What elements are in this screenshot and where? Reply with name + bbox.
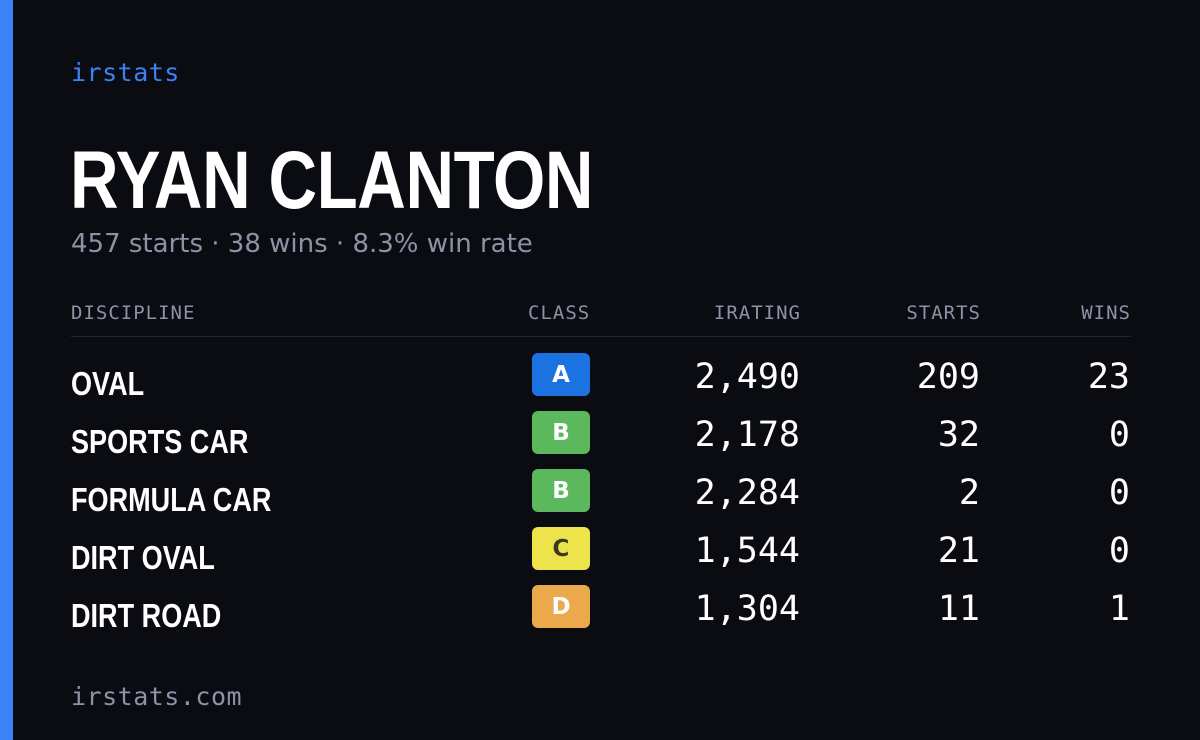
starts-value: 11 <box>937 589 980 629</box>
starts-value: 2 <box>958 473 980 513</box>
class-badge: A <box>532 353 590 396</box>
wins-value: 0 <box>1108 415 1130 455</box>
discipline-label: FORMULA CAR <box>71 481 272 518</box>
driver-name: RYAN CLANTON <box>70 135 594 226</box>
driver-summary: 457 starts · 38 wins · 8.3% win rate <box>71 229 533 259</box>
irating-value: 1,544 <box>694 531 800 571</box>
irating-value: 2,490 <box>694 357 800 397</box>
wins-value: 1 <box>1108 589 1130 629</box>
footer-domain[interactable]: irstats.com <box>71 682 243 711</box>
header-wins: WINS <box>1081 302 1131 324</box>
wins-value: 23 <box>1087 357 1130 397</box>
irating-value: 2,178 <box>694 415 800 455</box>
table-row: OVAL A 2,490 209 23 <box>71 353 1131 411</box>
wins-value: 0 <box>1108 531 1130 571</box>
discipline-label: OVAL <box>71 365 145 402</box>
discipline-label: SPORTS CAR <box>71 423 249 460</box>
starts-value: 209 <box>916 357 980 397</box>
stats-table: DISCIPLINE CLASS IRATING STARTS WINS OVA… <box>71 298 1131 643</box>
starts-value: 21 <box>937 531 980 571</box>
table-row: FORMULA CAR B 2,284 2 0 <box>71 469 1131 527</box>
class-badge: D <box>532 585 590 628</box>
class-badge: B <box>532 411 590 454</box>
table-header: DISCIPLINE CLASS IRATING STARTS WINS <box>71 298 1131 337</box>
table-row: SPORTS CAR B 2,178 32 0 <box>71 411 1131 469</box>
header-discipline: DISCIPLINE <box>71 302 196 324</box>
header-irating: IRATING <box>713 302 801 324</box>
table-row: DIRT ROAD D 1,304 11 1 <box>71 585 1131 643</box>
wins-value: 0 <box>1108 473 1130 513</box>
header-class: CLASS <box>528 302 591 324</box>
header-starts: STARTS <box>906 302 981 324</box>
accent-bar <box>0 0 13 740</box>
discipline-label: DIRT OVAL <box>71 539 215 576</box>
irating-value: 1,304 <box>694 589 800 629</box>
class-badge: C <box>532 527 590 570</box>
discipline-label: DIRT ROAD <box>71 597 222 634</box>
irating-value: 2,284 <box>694 473 800 513</box>
brand-logo[interactable]: irstats <box>71 58 180 87</box>
table-row: DIRT OVAL C 1,544 21 0 <box>71 527 1131 585</box>
starts-value: 32 <box>937 415 980 455</box>
table-body: OVAL A 2,490 209 23 SPORTS CAR B 2,178 3… <box>71 337 1131 643</box>
class-badge: B <box>532 469 590 512</box>
